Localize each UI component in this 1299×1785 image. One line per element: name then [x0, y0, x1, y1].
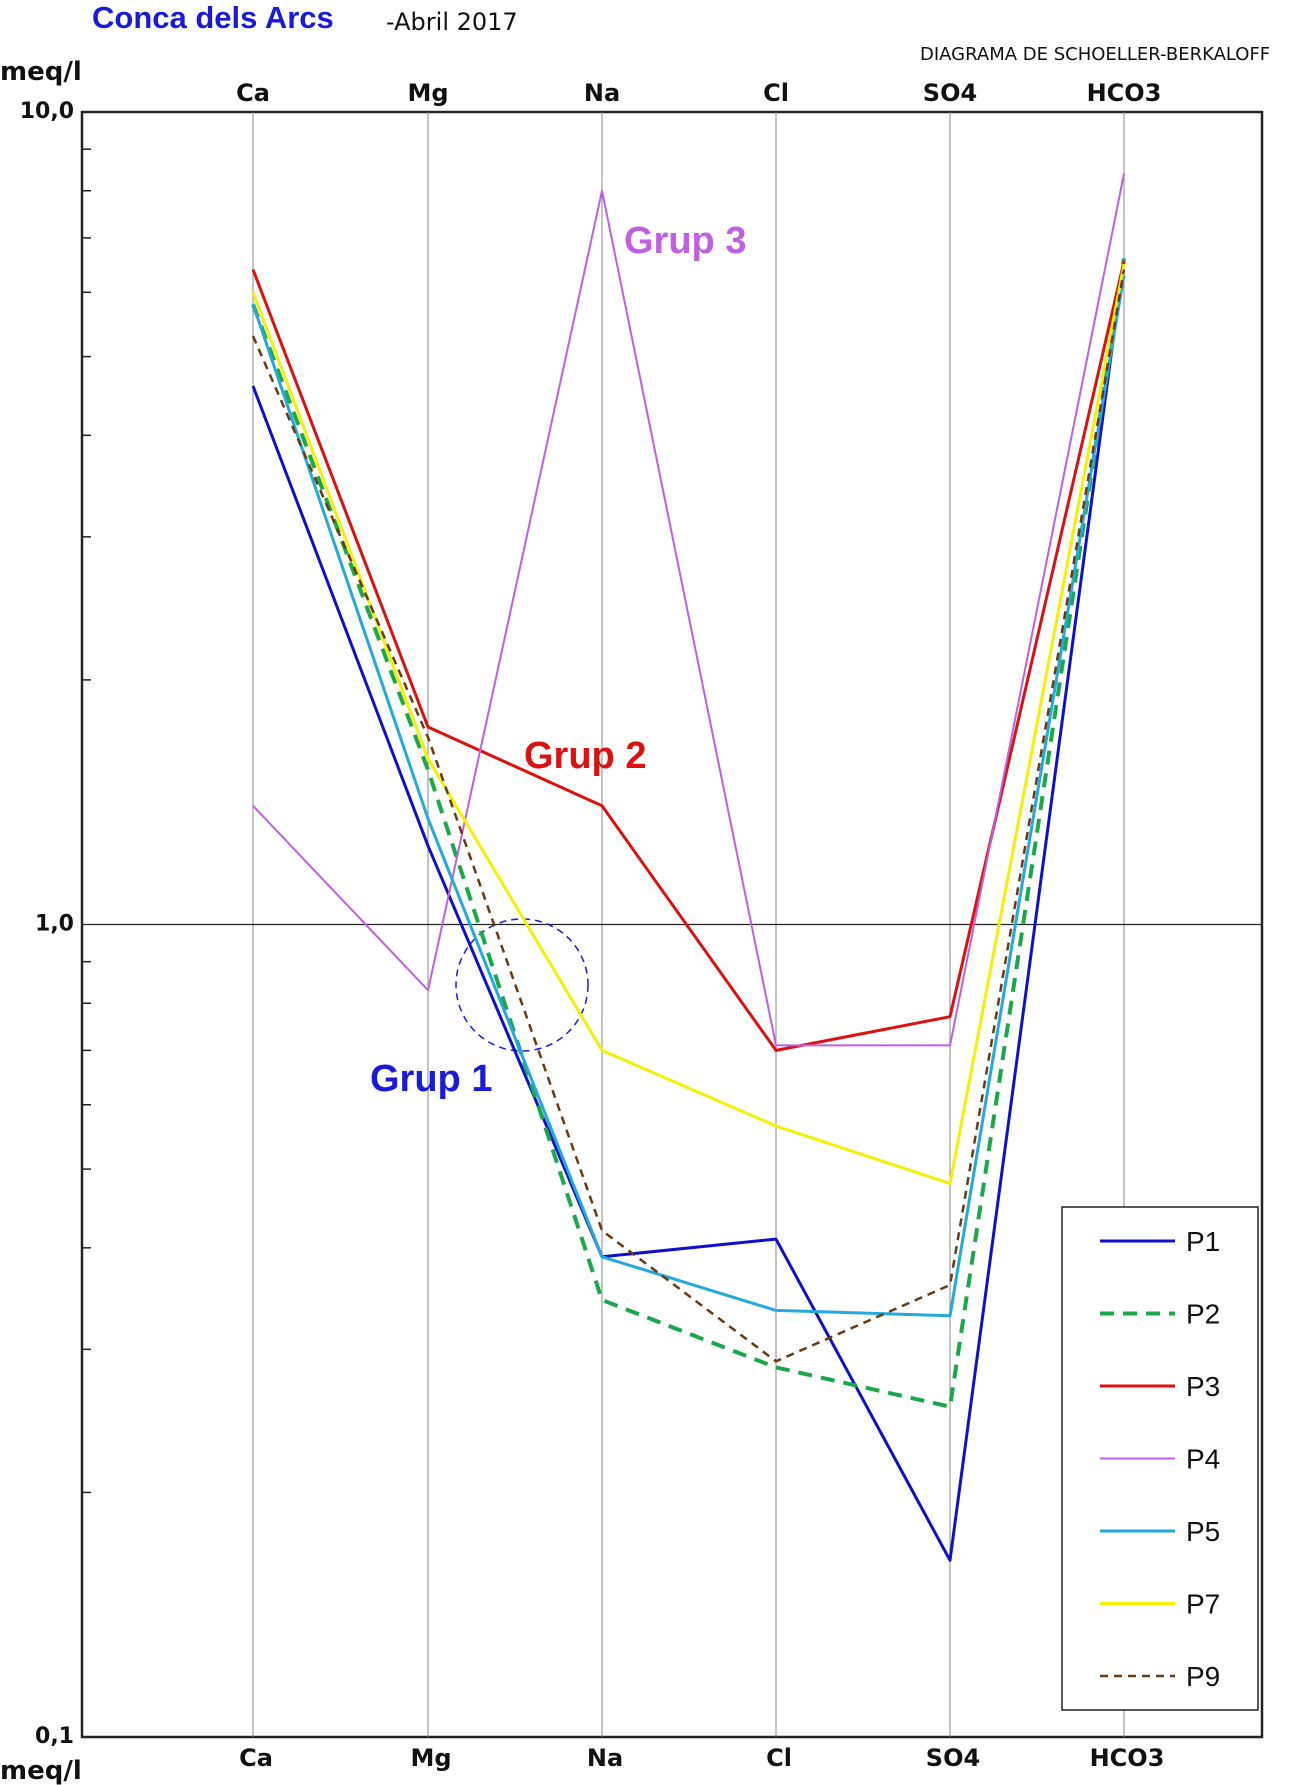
ion-label-top: Na — [584, 79, 620, 107]
ion-label-bottom: Cl — [766, 1744, 792, 1772]
x-axis-bottom: Ca Mg Na Cl SO4 HCO3 — [239, 1744, 1164, 1772]
y-axis-unit-bottom: meq/l — [0, 1756, 82, 1785]
y-tick-label: 1,0 — [35, 912, 74, 937]
series-line-p9 — [251, 269, 1126, 1363]
ion-label-bottom: SO4 — [926, 1744, 980, 1772]
legend-label-p5: P5 — [1186, 1516, 1220, 1547]
legend-label-p7: P7 — [1186, 1589, 1220, 1620]
series-line-p1 — [251, 258, 1126, 1562]
minor-ticks — [82, 148, 91, 1494]
chart-subtitle: -Abril 2017 — [386, 8, 518, 36]
legend-label-p4: P4 — [1186, 1444, 1220, 1475]
series-line-p5 — [251, 274, 1126, 1318]
group-label: Grup 3 — [624, 220, 746, 262]
legend-label-p1: P1 — [1186, 1226, 1220, 1257]
ion-label-top: Mg — [407, 79, 448, 107]
diagram-name: DIAGRAMA DE SCHOELLER-BERKALOFF — [920, 44, 1270, 65]
legend: P1 P2 P3 P4 P5 P7 P9 — [1061, 1206, 1259, 1711]
legend-label-p9: P9 — [1186, 1661, 1220, 1692]
y-tick-label: 0,1 — [35, 1724, 74, 1749]
ion-label-bottom: Ca — [239, 1744, 273, 1772]
ion-label-top: Cl — [763, 79, 789, 107]
legend-label-p3: P3 — [1186, 1371, 1220, 1402]
highlight-circle — [455, 918, 589, 1052]
chart-title: Conca dels Arcs — [92, 0, 334, 35]
series-line-p3 — [251, 260, 1126, 1052]
ion-label-bottom: Na — [587, 1744, 623, 1772]
legend-label-p2: P2 — [1186, 1299, 1220, 1330]
ion-label-bottom: HCO3 — [1090, 1744, 1165, 1772]
y-axis-unit-top: meq/l — [0, 57, 82, 87]
series-line-p4 — [252, 173, 1125, 1047]
series-line-p2 — [251, 258, 1126, 1409]
group-label: Grup 2 — [524, 735, 646, 777]
ion-label-top: HCO3 — [1087, 79, 1162, 107]
ion-label-top: SO4 — [923, 79, 977, 107]
group-label: Grup 1 — [370, 1058, 492, 1100]
y-tick-label: 10,0 — [20, 99, 74, 124]
series-line-p7 — [251, 263, 1126, 1185]
y-axis: 10,0 1,0 0,1 — [20, 99, 74, 1749]
ion-label-top: Ca — [236, 79, 270, 107]
series-layer — [251, 173, 1126, 1562]
x-axis-top: Ca Mg Na Cl SO4 HCO3 — [236, 79, 1161, 107]
annotations-layer: Grup 3 Grup 2 Grup 1 — [370, 220, 746, 1100]
ion-label-bottom: Mg — [410, 1744, 451, 1772]
